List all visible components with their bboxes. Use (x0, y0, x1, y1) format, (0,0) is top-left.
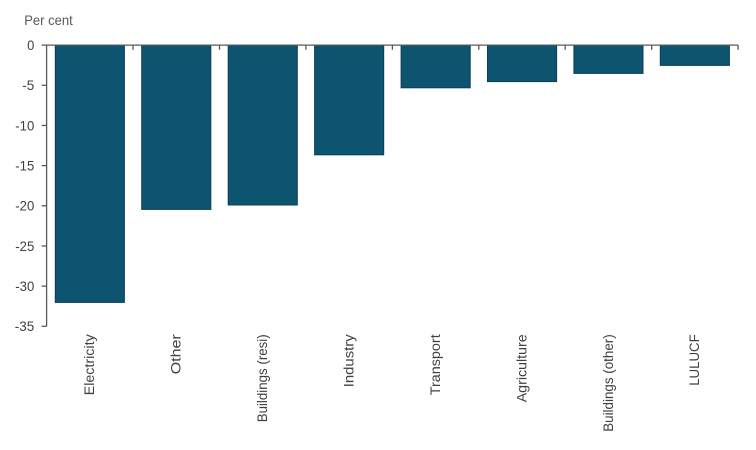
svg-text:Industry: Industry (342, 334, 357, 387)
svg-text:-35: -35 (15, 319, 35, 334)
svg-text:Buildings (other): Buildings (other) (601, 334, 616, 432)
svg-text:-5: -5 (22, 78, 34, 93)
svg-text:LULUCF: LULUCF (687, 334, 702, 386)
svg-text:-25: -25 (15, 239, 34, 254)
svg-text:Per cent: Per cent (24, 13, 73, 28)
svg-text:Other: Other (169, 334, 184, 375)
svg-text:-30: -30 (15, 279, 34, 294)
svg-text:-15: -15 (15, 159, 34, 174)
svg-text:Electricity: Electricity (82, 334, 97, 395)
svg-text:Agriculture: Agriculture (514, 334, 529, 402)
svg-text:0: 0 (27, 38, 34, 53)
svg-text:Transport: Transport (428, 334, 443, 395)
svg-text:-10: -10 (15, 118, 34, 133)
svg-text:-20: -20 (15, 199, 34, 214)
svg-text:Buildings (resi): Buildings (resi) (255, 334, 270, 422)
